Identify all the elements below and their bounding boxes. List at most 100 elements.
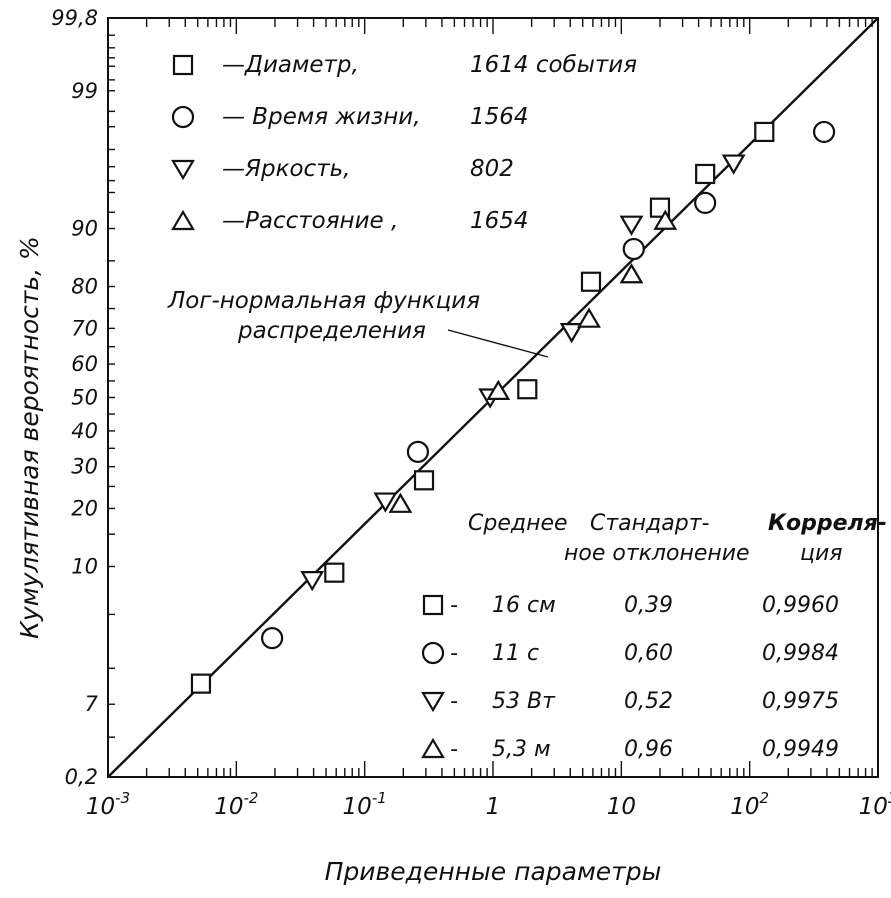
- table-marker-square: [422, 594, 444, 616]
- x-axis-title: Приведенные параметры: [325, 857, 662, 886]
- data-point-triangle-up: [619, 263, 644, 284]
- data-point-triangle-up: [577, 307, 601, 328]
- table-mean: 53 Вт: [492, 689, 556, 714]
- table-dash: -: [450, 689, 458, 714]
- table-marker-triangle-down: [421, 691, 445, 713]
- data-point-triangle-down: [300, 571, 325, 592]
- data-point-triangle-down: [559, 323, 584, 344]
- y-tick-label: 10: [71, 554, 98, 578]
- data-point-triangle-up: [486, 379, 511, 400]
- table-corr: 0,9984: [762, 641, 839, 666]
- y-tick-label: 30: [71, 455, 98, 479]
- x-tick-exponent: -3: [115, 789, 130, 807]
- x-tick-label: 10: [607, 794, 636, 820]
- legend-marker-square: [172, 54, 194, 76]
- x-tick-label: 10-3: [86, 789, 130, 820]
- table-dash: -: [450, 593, 458, 618]
- table-dash: -: [450, 737, 458, 762]
- legend-count: 802: [470, 156, 514, 182]
- data-point-square: [754, 121, 775, 143]
- legend-marker-triangle-down: [171, 159, 195, 181]
- legend-name: —Яркость,: [222, 156, 350, 182]
- table-mean: 5,3 м: [492, 737, 551, 762]
- data-point-triangle-down: [619, 215, 644, 236]
- y-tick-label: 99: [71, 79, 98, 103]
- data-point-circle: [694, 191, 717, 215]
- data-point-triangle-up: [388, 492, 413, 513]
- fit-line-label-line1: Лог-нормальная функция: [167, 288, 480, 314]
- x-tick-label: 103: [859, 789, 891, 820]
- legend-name: —Расстояние ,: [222, 208, 398, 234]
- data-point-circle: [261, 627, 284, 650]
- data-point-circle: [812, 120, 836, 144]
- table-header-corr: Корреля-: [768, 511, 887, 536]
- x-tick-base: 1: [486, 794, 501, 820]
- legend-marker-triangle-up: [171, 209, 195, 231]
- data-points: [190, 120, 836, 694]
- y-axis-title: Кумулятивная вероятность, %: [15, 236, 44, 639]
- data-point-square: [190, 673, 212, 694]
- table-mean: 11 с: [492, 641, 539, 666]
- fit-line-label-line2: распределения: [237, 318, 426, 344]
- plot-frame: [107, 17, 879, 778]
- table-marker-triangle-up: [421, 737, 445, 759]
- x-tick-exponent: -1: [372, 789, 387, 807]
- data-point-circle: [622, 237, 645, 261]
- legend-count: 1614 события: [470, 52, 637, 78]
- table-header-std-2: ное отклонение: [564, 541, 750, 566]
- table-corr: 0,9949: [762, 737, 839, 762]
- x-tick-exponent: 2: [760, 789, 770, 807]
- table-dash: -: [450, 641, 458, 666]
- x-tick-label: 1: [486, 794, 501, 820]
- x-tick-base: 10: [730, 794, 759, 820]
- x-tick-label: 10-1: [343, 789, 387, 820]
- data-point-circle: [406, 440, 430, 463]
- y-tick-label: 60: [71, 352, 98, 376]
- x-tick-label: 10-2: [214, 789, 258, 820]
- legend-count: 1564: [470, 104, 529, 130]
- x-tick-base: 10: [859, 794, 888, 820]
- data-point-square: [413, 470, 435, 491]
- y-tick-label: 7: [85, 692, 99, 716]
- data-point-triangle-down: [373, 492, 398, 513]
- axis-ticks: [107, 18, 873, 777]
- legend-count: 1654: [470, 208, 529, 234]
- fit-line-leader: [447, 329, 549, 358]
- y-tick-label: 70: [71, 316, 98, 340]
- legend: —Диаметр, 1614 события — Время жизни, 1564 —…: [171, 52, 637, 234]
- x-tick-base: 10: [607, 794, 636, 820]
- legend-marker-circle: [171, 105, 195, 129]
- data-point-square: [324, 562, 345, 583]
- table-corr: 0,9960: [762, 593, 839, 618]
- table-header-corr-2: ция: [800, 541, 843, 566]
- data-point-square: [517, 379, 538, 400]
- legend-name: —Диаметр,: [222, 52, 359, 78]
- table-mean: 16 см: [492, 593, 556, 618]
- y-tick-label: 80: [71, 275, 98, 299]
- y-tick-label: 0,2: [65, 765, 98, 789]
- y-tick-label: 20: [71, 496, 98, 520]
- y-tick-label: 90: [71, 217, 98, 241]
- x-tick-base: 10: [343, 794, 372, 820]
- data-point-square: [580, 271, 602, 292]
- table-header-std: Стандарт-: [590, 511, 710, 536]
- y-tick-label: 50: [71, 386, 98, 410]
- y-tick-label: 40: [71, 419, 98, 443]
- table-header-mean: Среднее: [468, 511, 568, 536]
- table-corr: 0,9975: [762, 689, 839, 714]
- data-point-triangle-down: [721, 154, 746, 175]
- stats-table: Среднее Стандарт-ное отклонение Корреля-ци…: [421, 511, 887, 762]
- table-std: 0,39: [624, 593, 673, 618]
- data-point-square: [695, 163, 716, 185]
- legend-name: — Время жизни,: [222, 104, 421, 130]
- table-std: 0,60: [624, 641, 673, 666]
- x-tick-base: 10: [86, 794, 115, 820]
- table-std: 0,96: [624, 737, 673, 762]
- y-tick-label: 99,8: [51, 6, 98, 30]
- data-point-triangle-up: [653, 209, 678, 230]
- x-tick-label: 102: [730, 789, 769, 820]
- table-marker-circle: [421, 641, 445, 665]
- table-std: 0,52: [624, 689, 673, 714]
